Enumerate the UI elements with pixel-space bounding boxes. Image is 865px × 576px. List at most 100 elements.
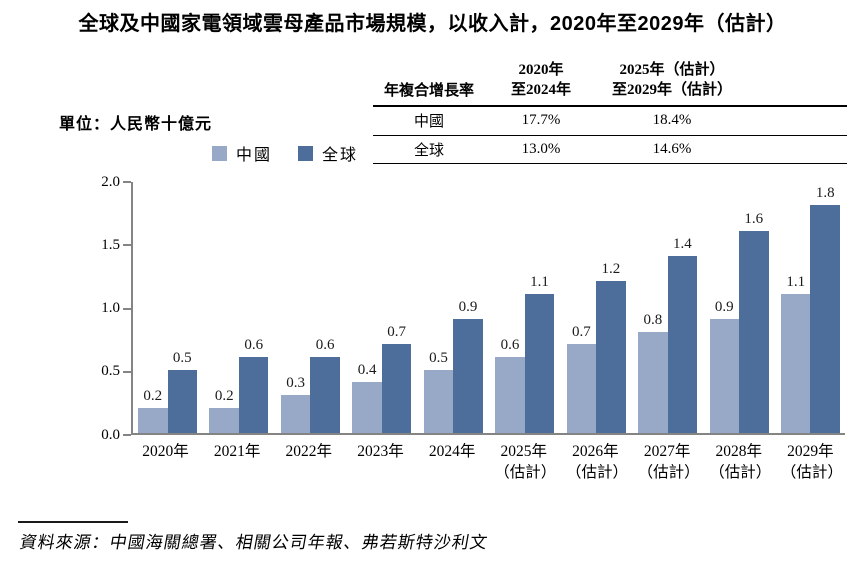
- y-axis-tick: [123, 244, 131, 247]
- x-axis-label: 2025年 （估計）: [494, 443, 557, 481]
- bar-全球: [810, 205, 840, 433]
- bar-中國: [780, 293, 811, 433]
- bar-value-label: 0.6: [244, 337, 264, 354]
- cagr-table-row: 中國 17.7% 18.4%: [373, 107, 847, 136]
- x-axis-label: 2027年 （估計）: [637, 443, 700, 481]
- cagr-col-header: 2020年 至2024年: [510, 62, 571, 98]
- y-axis-tick-label: 2.0: [101, 173, 120, 190]
- cagr-value: 13.0%: [521, 140, 561, 157]
- bar-group-2029年: 1.1 1.8: [780, 185, 840, 433]
- x-axis-label: 2023年: [357, 443, 404, 460]
- y-axis-tick: [123, 181, 131, 183]
- bar-中國: [495, 357, 525, 433]
- bar-wrap: 0.5: [167, 350, 197, 433]
- bar-全球: [667, 255, 698, 433]
- x-axis-label: 2022年: [285, 443, 333, 460]
- bar-group-2024年: 0.5 0.9: [423, 300, 483, 433]
- bar-全球: [596, 281, 626, 433]
- plot-groups: 0.2 0.5 0.2 0.6 0.3 0.6 0.4 0.7 0.5 0.9 0.6 1.1 0.7 1…: [133, 182, 845, 433]
- bar-value-label: 1.4: [672, 235, 692, 252]
- y-axis-tick-label: 1.0: [101, 300, 120, 316]
- bar-wrap: 0.9: [453, 300, 483, 433]
- bar-value-label: 0.8: [643, 311, 663, 328]
- bar-wrap: 1.2: [596, 262, 626, 433]
- bar-value-label: 1.8: [815, 185, 835, 202]
- legend-swatch-icon: [212, 145, 227, 161]
- bar-全球: [381, 344, 412, 433]
- bar-中國: [566, 344, 597, 433]
- bar-wrap: 0.4: [352, 363, 382, 433]
- bar-wrap: 0.7: [381, 325, 412, 433]
- bar-value-label: 0.2: [214, 387, 234, 404]
- x-axis-labels: 2020年 2021年 2022年 2023年 2024年 2025年 （估計） 2026年（…: [131, 442, 845, 484]
- bar-group-2025年: 0.6 1.1: [495, 273, 555, 433]
- legend-item-全球: 全球: [298, 141, 358, 165]
- bar-wrap: 1.6: [739, 210, 769, 433]
- bar-全球: [453, 319, 483, 433]
- cagr-table-row: 全球 13.0% 14.6%: [373, 136, 847, 164]
- cagr-table-body: 中國 17.7% 18.4% 全球 13.0% 14.6%: [373, 107, 847, 164]
- bar-value-label: 0.3: [286, 375, 305, 392]
- bar-group-2028年: 0.9 1.6: [709, 210, 769, 433]
- x-axis-label: 2029年 （估計）: [780, 443, 843, 481]
- y-axis-tick: [123, 370, 131, 373]
- bar-group-2023年: 0.4 0.7: [352, 325, 412, 433]
- x-axis-label: 2020年: [142, 443, 189, 460]
- bar-wrap: 0.3: [280, 375, 311, 433]
- bar-中國: [138, 407, 168, 433]
- bar-中國: [638, 331, 668, 433]
- bar-value-label: 0.6: [315, 337, 335, 354]
- chart-title: 全球及中國家電領域雲母產品市場規模，以收入計，2020年至2029年（估計）: [78, 13, 787, 35]
- bar-value-label: 1.6: [744, 210, 764, 227]
- cagr-table-header-row: 年複合增長率 2020年 至2024年 2025年（估計） 至2029年（估計）: [373, 56, 847, 107]
- cagr-row-label: 全球: [413, 142, 444, 159]
- bar-wrap: 1.1: [524, 273, 555, 433]
- bar-全球: [524, 293, 555, 433]
- bar-全球: [739, 230, 769, 433]
- bar-wrap: 0.9: [709, 299, 739, 433]
- bar-value-label: 0.6: [500, 337, 520, 354]
- bar-中國: [209, 407, 239, 433]
- legend-label: 全球: [322, 147, 359, 164]
- bar-中國: [423, 369, 454, 433]
- y-axis-tick: [123, 434, 131, 436]
- bar-value-label: 1.1: [530, 273, 549, 290]
- bar-wrap: 1.4: [667, 235, 698, 433]
- bar-value-label: 1.1: [786, 273, 806, 290]
- y-axis-tick-label: 1.5: [101, 236, 120, 253]
- bar-wrap: 0.2: [209, 387, 239, 433]
- legend-swatch-icon: [298, 145, 314, 161]
- x-axis-label: 2026年 （估計）: [565, 443, 628, 481]
- bar-value-label: 0.9: [714, 299, 734, 316]
- x-axis-label: 2021年: [213, 443, 261, 460]
- bar-wrap: 0.6: [495, 338, 525, 433]
- plot-area: 0.2 0.5 0.2 0.6 0.3 0.6 0.4 0.7 0.5 0.9 0.6 1.1 0.7 1…: [131, 182, 845, 435]
- x-axis-label: 2028年 （估計）: [709, 443, 772, 481]
- legend-label: 中國: [236, 147, 273, 164]
- bar-group-2026年: 0.7 1.2: [566, 262, 626, 433]
- bar-全球: [310, 357, 340, 433]
- bar-全球: [238, 357, 269, 433]
- bar-value-label: 0.4: [357, 362, 377, 379]
- bar-wrap: 1.1: [780, 273, 811, 433]
- bar-value-label: 0.2: [143, 387, 163, 404]
- unit-label: 單位：人民幣十億元: [59, 116, 213, 133]
- bar-wrap: 0.8: [638, 311, 668, 433]
- bar-wrap: 0.6: [310, 338, 340, 433]
- bar-value-label: 0.5: [429, 349, 448, 366]
- bar-wrap: 0.6: [238, 337, 269, 433]
- bar-group-2021年: 0.2 0.6: [209, 337, 269, 433]
- cagr-col-header: 2025年（估計） 至2029年（估計）: [611, 62, 732, 98]
- y-axis-tick-label: 0.0: [101, 426, 120, 443]
- y-axis-tick: [123, 307, 131, 310]
- bar-wrap: 0.5: [423, 349, 454, 433]
- bar-中國: [352, 382, 382, 433]
- bar-wrap: 0.2: [138, 387, 168, 433]
- bar-value-label: 1.2: [601, 261, 621, 278]
- cagr-value: 18.4%: [652, 112, 692, 128]
- legend: 中國 全球: [212, 141, 358, 165]
- source-rule: [18, 521, 128, 523]
- cagr-table: 年複合增長率 2020年 至2024年 2025年（估計） 至2029年（估計） 中國…: [373, 56, 847, 164]
- bar-value-label: 0.9: [458, 299, 478, 316]
